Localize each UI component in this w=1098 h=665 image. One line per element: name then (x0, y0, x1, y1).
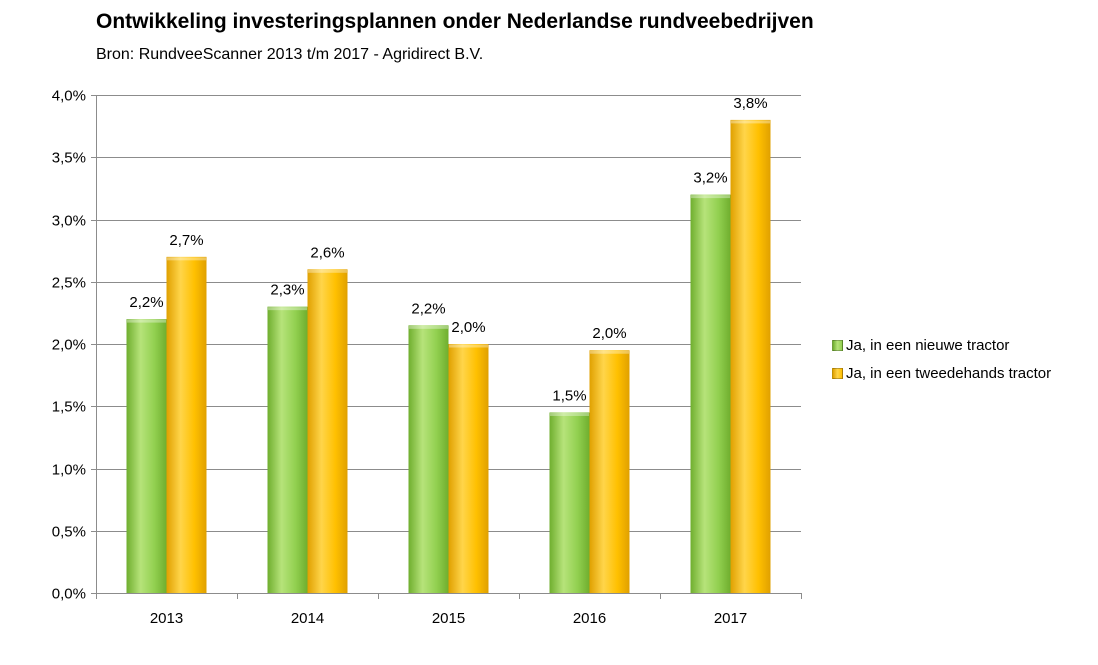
data-label: 2,0% (592, 325, 626, 342)
bar-highlight (550, 412, 589, 416)
data-label: 2,6% (310, 244, 344, 261)
bar-new-tractor-2014 (267, 306, 308, 593)
legend-label-new-tractor: Ja, in een nieuwe tractor (846, 336, 1010, 354)
chart-title: Ontwikkeling investeringsplannen onder N… (96, 10, 814, 33)
data-label: 2,7% (169, 232, 203, 249)
y-tick-label: 2,0% (52, 337, 86, 354)
y-tick-label: 1,0% (52, 462, 86, 479)
x-tick-label: 2013 (150, 610, 183, 627)
legend-swatch-used-tractor (832, 367, 843, 379)
y-tick-label: 2,5% (52, 275, 86, 292)
y-tick-label: 0,5% (52, 524, 86, 541)
bar-used-tractor-2016 (589, 350, 630, 593)
bar-highlight (691, 195, 730, 199)
bar-highlight (167, 257, 206, 261)
bar-new-tractor-2015 (408, 325, 449, 593)
bar-used-tractor-2013 (166, 256, 207, 593)
y-tick-label: 3,0% (52, 213, 86, 230)
x-tick-label: 2016 (573, 610, 606, 627)
y-tick-label: 3,5% (52, 150, 86, 167)
bar-highlight (590, 350, 629, 354)
bar-new-tractor-2016 (549, 412, 590, 593)
bar-highlight (268, 307, 307, 311)
x-tick-label: 2015 (432, 610, 465, 627)
bar-new-tractor-2017 (690, 194, 731, 593)
legend-swatch-new-tractor (832, 339, 843, 351)
data-label: 1,5% (552, 387, 586, 404)
data-label: 2,3% (270, 282, 304, 299)
legend: Ja, in een nieuwe tractor Ja, in een twe… (832, 331, 1051, 387)
y-tick-label: 4,0% (52, 88, 86, 105)
x-tick-label: 2017 (714, 610, 747, 627)
data-label: 2,2% (411, 300, 445, 317)
bar-used-tractor-2017 (730, 119, 771, 594)
data-label: 3,8% (733, 95, 767, 112)
bar-highlight (308, 269, 347, 273)
y-tick-label: 0,0% (52, 586, 86, 603)
bar-used-tractor-2014 (307, 269, 348, 593)
data-label: 3,2% (693, 170, 727, 187)
bar-highlight (731, 120, 770, 124)
legend-label-used-tractor: Ja, in een tweedehands tractor (846, 364, 1052, 382)
bar-used-tractor-2015 (448, 344, 489, 593)
x-tick-label: 2014 (291, 610, 324, 627)
data-label: 2,2% (129, 294, 163, 311)
legend-item-new-tractor: Ja, in een nieuwe tractor (832, 331, 1051, 359)
chart-subtitle: Bron: RundveeScanner 2013 t/m 2017 - Agr… (96, 46, 484, 63)
y-tick-label: 1,5% (52, 399, 86, 416)
legend-item-used-tractor: Ja, in een tweedehands tractor (832, 359, 1051, 387)
bar-highlight (127, 319, 166, 323)
bar-new-tractor-2013 (126, 319, 167, 593)
data-label: 2,0% (451, 319, 485, 336)
bar-highlight (449, 344, 488, 348)
bar-highlight (409, 325, 448, 329)
